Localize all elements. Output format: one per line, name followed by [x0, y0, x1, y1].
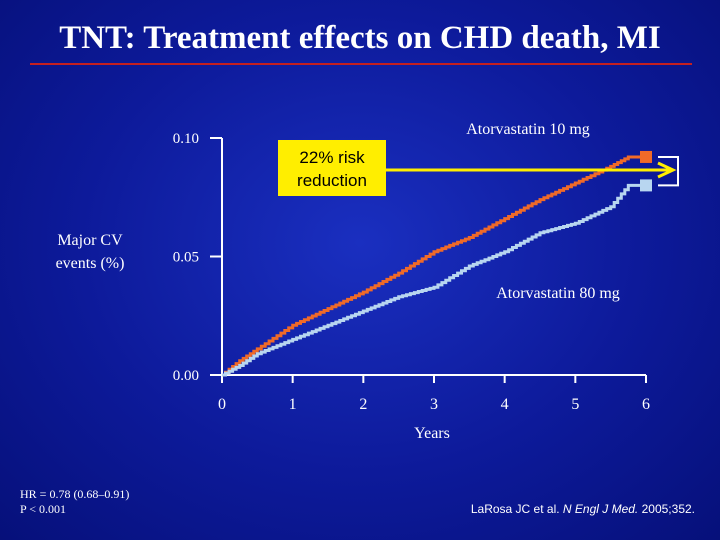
citation-year: 2005;352.	[638, 502, 695, 516]
atorvastatin-80mg-curve	[222, 183, 646, 377]
hazard-ratio-text: HR = 0.78 (0.68–0.91)	[20, 487, 130, 501]
y-axis-label-line2: events (%)	[56, 255, 125, 272]
x-tick-label: 5	[571, 396, 579, 413]
callout-line1: 22% risk	[299, 148, 365, 167]
x-tick-label: 2	[359, 396, 367, 413]
series-label-atorva80: Atorvastatin 80 mg	[496, 285, 620, 302]
x-axis-label: Years	[414, 425, 450, 442]
citation-journal: N Engl J Med.	[562, 502, 639, 516]
statistics-footnote: HR = 0.78 (0.68–0.91) P < 0.001	[20, 487, 129, 517]
risk-reduction-callout	[278, 140, 386, 196]
y-axis-label-line1: Major CV	[57, 232, 123, 249]
x-tick-label: 1	[289, 396, 297, 413]
x-tick-label: 0	[218, 396, 226, 413]
atorvastatin-80mg-endpoint	[640, 179, 652, 192]
y-tick-label: 0.10	[173, 131, 199, 147]
x-tick-label: 4	[501, 396, 509, 413]
callout-line2: reduction	[297, 171, 367, 190]
p-value-text: P < 0.001	[20, 502, 66, 516]
chart-axes	[210, 137, 647, 383]
atorvastatin-10mg-curve	[222, 155, 646, 377]
series-label-atorva10: Atorvastatin 10 mg	[466, 121, 590, 138]
title-divider	[30, 63, 692, 65]
risk-arrow-head	[657, 161, 677, 179]
atorvastatin-10mg-endpoint	[640, 150, 652, 163]
slide-title: TNT: Treatment effects on CHD death, MI	[59, 20, 661, 56]
x-tick-label: 6	[642, 396, 650, 413]
citation: LaRosa JC et al. N Engl J Med. 2005;352.	[471, 502, 695, 516]
y-tick-label: 0.00	[173, 368, 199, 384]
x-tick-label: 3	[430, 396, 438, 413]
y-tick-label: 0.05	[173, 250, 199, 266]
difference-bracket	[658, 156, 679, 187]
citation-authors: LaRosa JC et al.	[470, 502, 563, 516]
